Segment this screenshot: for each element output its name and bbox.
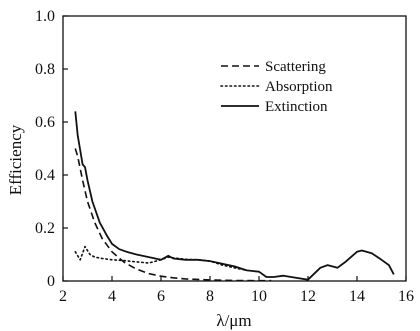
- y-tick-label: 0.6: [35, 114, 55, 131]
- x-tick-label: 14: [349, 288, 365, 305]
- y-tick-label: 0.8: [35, 61, 55, 78]
- y-tick-label: 0.4: [35, 167, 55, 184]
- x-tick-label: 8: [206, 288, 214, 305]
- x-tick-label: 10: [251, 288, 267, 305]
- legend-label-absorption: Absorption: [265, 79, 333, 95]
- y-axis-title: Efficiency: [6, 124, 25, 195]
- plot-border: [62, 15, 407, 282]
- y-tick-label: 0.2: [35, 220, 55, 237]
- series-line-extinction: [74, 111, 395, 281]
- x-tick-label: 12: [300, 288, 316, 305]
- series-line-absorption: [74, 245, 248, 272]
- y-axis-ticks: 0 0.2 0.4 0.6 0.8 1.0: [35, 8, 68, 290]
- legend-label-extinction: Extinction: [265, 99, 328, 115]
- y-tick-label: 0: [47, 273, 55, 290]
- x-tick-label: 4: [108, 288, 116, 305]
- series-line-scattering: [74, 148, 272, 282]
- x-axis-ticks: 2 4 6 8 10 12 14 16: [59, 276, 414, 305]
- x-axis-title: λ/μm: [216, 311, 251, 330]
- legend: Scattering Absorption Extinction: [220, 59, 333, 115]
- series-layer: [74, 111, 395, 282]
- x-tick-label: 16: [398, 288, 414, 305]
- plot-frame: [62, 15, 407, 282]
- x-tick-label: 6: [157, 288, 165, 305]
- x-tick-label: 2: [59, 288, 67, 305]
- legend-label-scattering: Scattering: [265, 59, 326, 75]
- y-tick-label: 1.0: [35, 8, 55, 25]
